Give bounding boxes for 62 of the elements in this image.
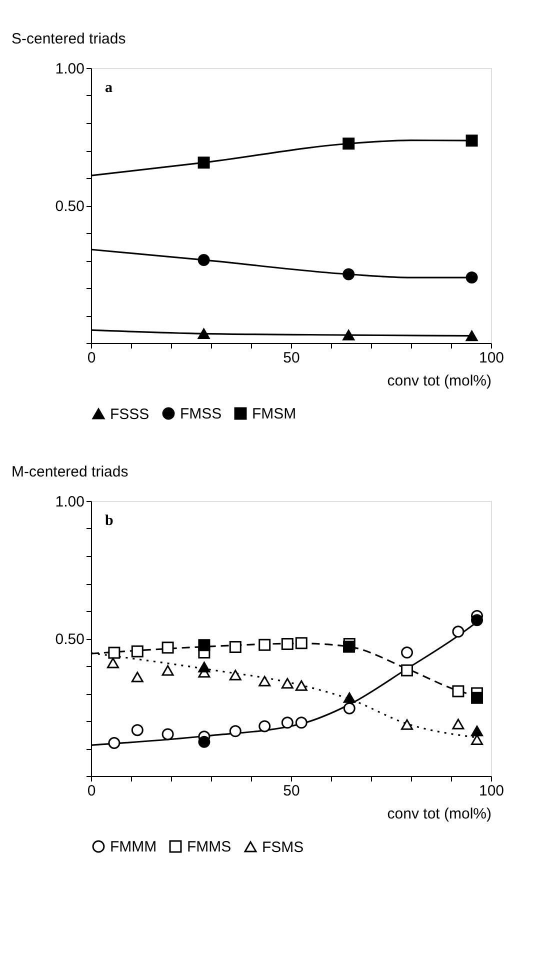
x-tick-label: 100 (478, 350, 504, 366)
x-tick-label: 50 (283, 350, 300, 366)
point (198, 662, 210, 672)
point (229, 641, 242, 654)
point (471, 614, 483, 626)
point (466, 272, 478, 284)
x-axis-title: conv tot (mol%) (387, 806, 492, 822)
point (343, 692, 356, 703)
point (162, 665, 174, 676)
point (401, 664, 413, 676)
point (229, 725, 242, 738)
point (198, 328, 210, 339)
annotation: b (105, 513, 114, 529)
legend-label: FMSM (252, 406, 296, 423)
point (295, 716, 308, 729)
point (466, 330, 478, 342)
point (131, 672, 144, 682)
y-axis-title: M-centered triads (12, 464, 128, 480)
point (471, 726, 483, 736)
x-tick-label: 50 (283, 782, 300, 800)
y-tick-label: 0.50 (55, 198, 84, 215)
x-tick-label: 100 (478, 782, 504, 800)
point (452, 685, 464, 698)
point (401, 646, 413, 659)
point (295, 680, 308, 691)
legend-label: FMMM (110, 838, 157, 856)
point (198, 736, 210, 748)
y-tick-label: 0.50 (55, 631, 84, 648)
point (281, 638, 294, 650)
point (131, 645, 144, 658)
point (452, 626, 464, 638)
point (107, 658, 119, 668)
point (198, 639, 210, 652)
point (108, 646, 120, 659)
point (401, 719, 413, 730)
point (258, 638, 271, 651)
point (466, 134, 478, 147)
y-tick-label: 1.00 (55, 494, 84, 510)
point (281, 716, 294, 729)
legend-label: FMMS (187, 838, 232, 856)
point (258, 720, 271, 732)
point (108, 737, 120, 749)
point (131, 724, 144, 736)
point (258, 676, 271, 686)
x-tick-label: 0 (87, 782, 96, 800)
legend-label: FMSS (180, 406, 222, 423)
point (343, 640, 355, 653)
x-tick-label: 0 (87, 350, 96, 366)
point (471, 692, 483, 704)
point (281, 678, 294, 689)
point (452, 718, 464, 730)
y-tick-label: 1.00 (55, 60, 84, 78)
legend-label: FSMS (262, 838, 304, 856)
legend-label: FSSS (110, 406, 150, 423)
point (229, 670, 242, 680)
point (162, 642, 174, 654)
point (295, 637, 308, 650)
point (162, 728, 174, 740)
annotation: a (105, 80, 113, 96)
y-axis-title: S-centered triads (12, 30, 126, 48)
point (343, 702, 356, 714)
x-axis-title: conv tot (mol%) (387, 372, 492, 390)
